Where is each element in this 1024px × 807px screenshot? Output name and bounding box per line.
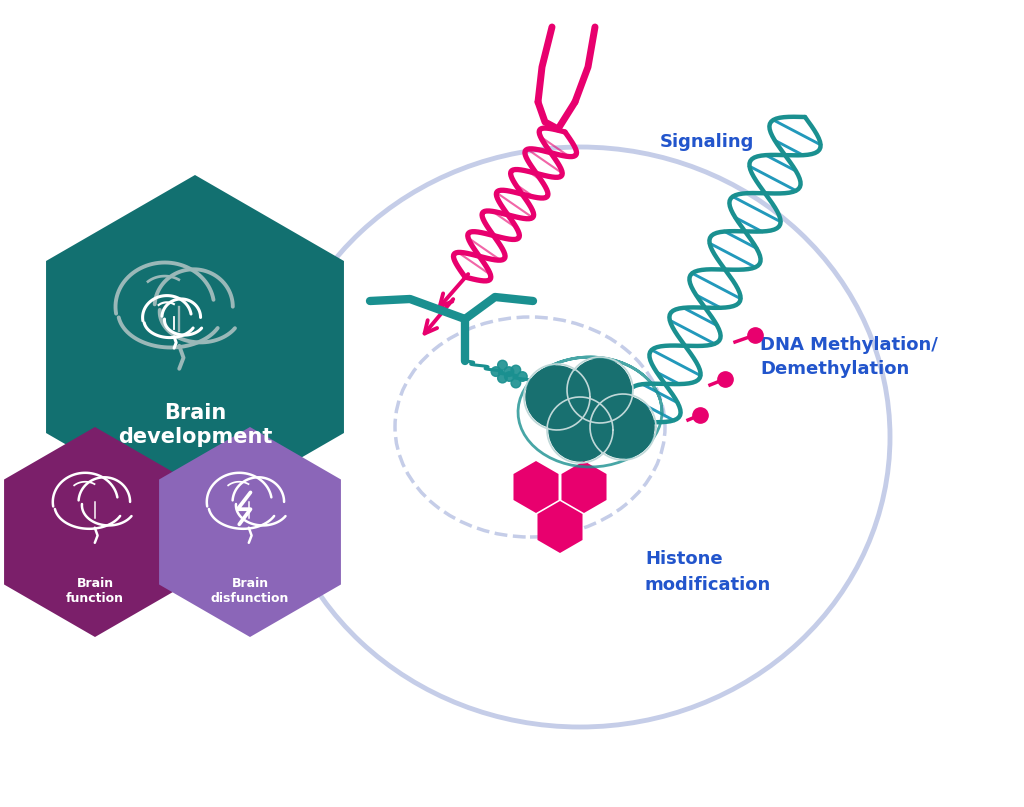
Circle shape — [517, 372, 527, 382]
Circle shape — [498, 374, 507, 383]
Polygon shape — [46, 175, 344, 519]
Circle shape — [526, 366, 588, 428]
Circle shape — [498, 360, 507, 370]
Circle shape — [549, 399, 611, 461]
Polygon shape — [4, 427, 186, 637]
Circle shape — [592, 396, 654, 458]
Text: Brain
disfunction: Brain disfunction — [211, 577, 289, 605]
Circle shape — [511, 366, 520, 374]
Circle shape — [505, 372, 514, 382]
Text: Brain
development: Brain development — [118, 404, 272, 446]
Text: Brain
function: Brain function — [66, 577, 124, 605]
Text: Signaling: Signaling — [660, 133, 755, 151]
Polygon shape — [159, 427, 341, 637]
Text: Histone
modification: Histone modification — [645, 550, 771, 593]
Text: DNA Methylation/
Demethylation: DNA Methylation/ Demethylation — [760, 336, 938, 378]
Circle shape — [511, 378, 520, 388]
Polygon shape — [513, 461, 558, 513]
Circle shape — [504, 367, 514, 376]
Circle shape — [492, 367, 501, 376]
Polygon shape — [538, 501, 583, 553]
Circle shape — [569, 359, 631, 421]
Polygon shape — [561, 461, 606, 513]
